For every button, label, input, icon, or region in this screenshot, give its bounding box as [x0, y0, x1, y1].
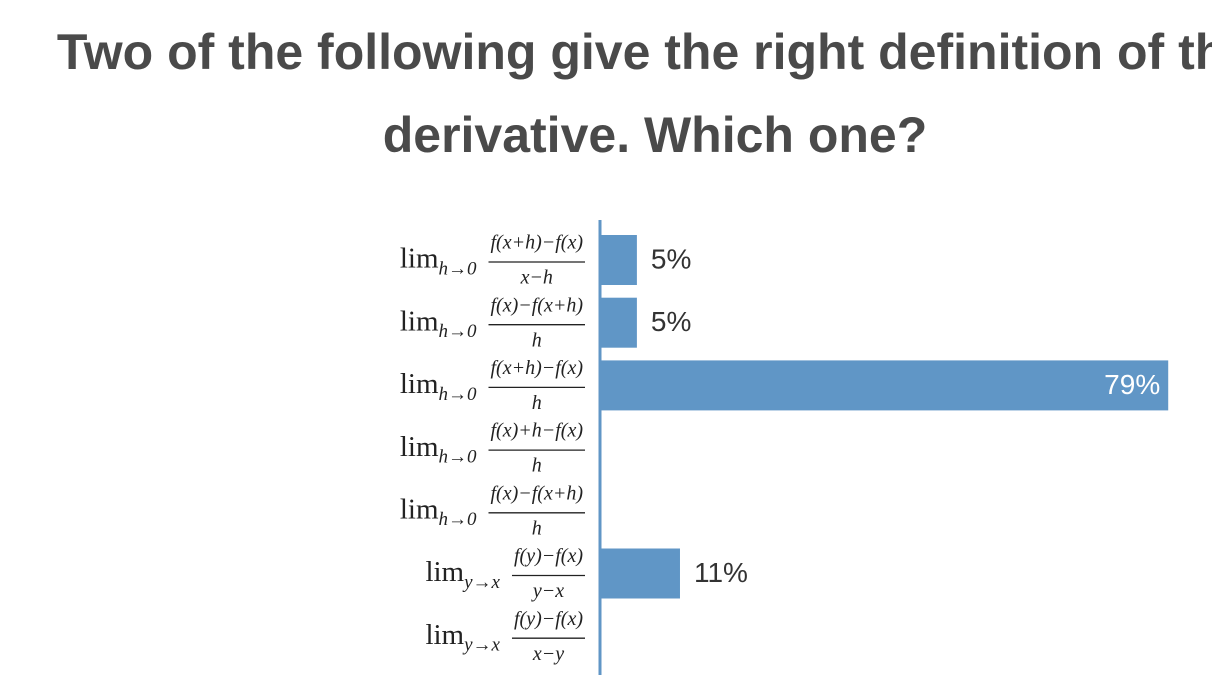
category-denominator: h — [532, 392, 542, 414]
chart-title: Two of the following give the right defi… — [57, 24, 1212, 80]
data-label: 79% — [1104, 369, 1160, 400]
bar — [601, 235, 637, 285]
category-subscript: y→x — [462, 572, 500, 593]
category-subscript: y→x — [462, 635, 500, 656]
category-numerator: f(y)−f(x) — [514, 608, 583, 630]
category-limit: lim — [400, 493, 439, 525]
category-limit: lim — [425, 556, 464, 588]
bar — [601, 360, 1169, 411]
category-limit: lim — [400, 431, 439, 463]
bar — [601, 297, 637, 348]
category-subscript: h→0 — [439, 446, 478, 467]
category-limit: lim — [425, 619, 464, 651]
category-numerator: f(y)−f(x) — [514, 545, 583, 567]
category-limit: lim — [400, 243, 439, 275]
bar — [601, 548, 680, 599]
category-subscript: h→0 — [439, 258, 478, 279]
category-denominator: h — [532, 517, 542, 539]
category-numerator: f(x+h)−f(x) — [491, 357, 584, 379]
category-numerator: f(x+h)−f(x) — [491, 232, 584, 254]
category-subscript: h→0 — [439, 509, 478, 530]
category-subscript: h→0 — [439, 384, 478, 405]
category-denominator: y−x — [531, 580, 564, 602]
category-limit: lim — [400, 368, 439, 400]
data-label: 5% — [651, 306, 691, 337]
data-label: 11% — [694, 557, 748, 588]
category-numerator: f(x)−f(x+h) — [491, 482, 584, 504]
category-numerator: f(x)+h−f(x) — [491, 420, 584, 442]
category-denominator: x−y — [532, 643, 564, 665]
category-numerator: f(x)−f(x+h) — [491, 294, 584, 316]
chart-title: derivative. Which one? — [383, 107, 928, 163]
category-denominator: h — [532, 329, 542, 351]
data-label: 5% — [651, 243, 691, 274]
category-denominator: h — [532, 455, 542, 477]
category-denominator: x−h — [520, 267, 553, 289]
category-limit: lim — [400, 305, 439, 337]
category-subscript: h→0 — [439, 321, 478, 342]
